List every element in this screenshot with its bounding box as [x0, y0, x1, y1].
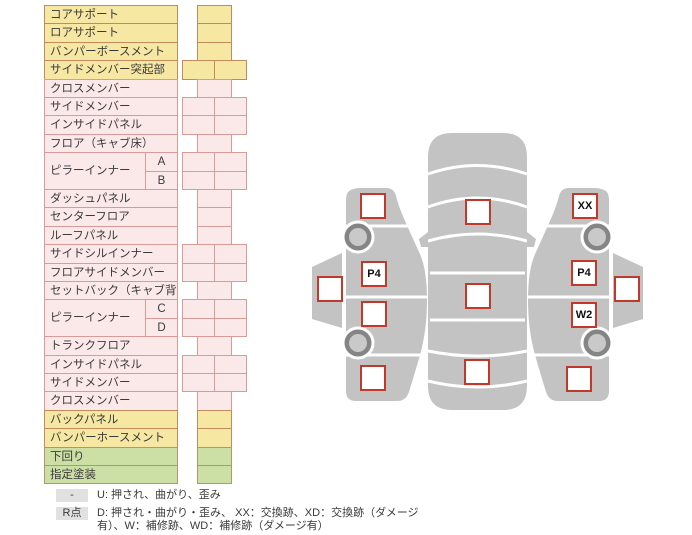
damage-cell[interactable] [197, 225, 232, 246]
part-row-label: バンパーホースメント [44, 428, 178, 448]
part-row-label: ルーフパネル [44, 225, 178, 246]
damage-cell[interactable] [182, 354, 215, 374]
damage-cell[interactable] [197, 465, 232, 485]
part-row-label: センターフロア [44, 207, 178, 227]
damage-cell[interactable] [214, 115, 247, 135]
damage-cell[interactable] [197, 41, 232, 62]
damage-cell[interactable] [197, 189, 232, 209]
right-rear-door-marker[interactable]: W2 [571, 302, 597, 328]
right-front-door-marker[interactable]: P4 [571, 260, 597, 286]
part-row-label: ピラーインナー [44, 152, 146, 190]
damage-cell[interactable] [197, 78, 232, 98]
damage-cell[interactable] [214, 244, 247, 264]
damage-cell[interactable] [182, 262, 215, 282]
hood-panel-marker[interactable] [465, 199, 491, 225]
damage-cell[interactable] [214, 299, 247, 319]
damage-cell[interactable] [182, 373, 215, 393]
left-front-wheel [341, 220, 375, 254]
part-row-label: バンパーボースメント [44, 41, 178, 62]
parts-table: コアサポート ロアサポート バンパーボースメント サイドメンバー突起部 クロスメンバーサ… [44, 5, 294, 490]
right-rear-quarter-marker[interactable] [566, 366, 592, 392]
damage-cell[interactable] [197, 133, 232, 154]
part-row-label: インサイドパネル [44, 115, 178, 135]
damage-cell[interactable] [214, 354, 247, 374]
left-front-door-marker[interactable]: P4 [361, 261, 387, 287]
damage-cell[interactable] [182, 170, 215, 190]
right-outer-panel-marker[interactable] [614, 276, 640, 302]
left-front-fender-marker[interactable] [360, 193, 386, 219]
damage-cell[interactable] [182, 317, 215, 338]
damage-cell[interactable] [182, 97, 215, 117]
part-row-label: サイドメンバー突起部 [44, 60, 178, 80]
damage-cell[interactable] [197, 5, 232, 25]
part-row-label: インサイドパネル [44, 354, 178, 374]
damage-cell[interactable] [197, 428, 232, 448]
damage-cell[interactable] [214, 170, 247, 190]
left-outer-panel-marker[interactable] [317, 276, 343, 302]
part-row-label: ピラーインナー [44, 299, 146, 338]
damage-cell[interactable] [182, 115, 215, 135]
trunk-panel-marker[interactable] [464, 359, 490, 385]
left-mirror [419, 232, 428, 247]
right-front-fender-marker[interactable]: XX [572, 193, 598, 219]
part-row-label: フロア（キャブ床） [44, 133, 178, 154]
part-row-label: 下回り [44, 446, 178, 466]
part-sub-label: B [145, 170, 178, 190]
damage-cell[interactable] [182, 60, 215, 80]
left-rear-door-marker[interactable] [361, 301, 387, 327]
left-rear-wheel [341, 326, 375, 360]
part-row-label: コアサポート [44, 5, 178, 25]
part-row-label: フロアサイドメンバー [44, 262, 178, 282]
damage-cell[interactable] [197, 336, 232, 356]
part-sub-label: C [145, 299, 178, 319]
damage-cell[interactable] [214, 60, 247, 80]
part-row-label: サイドシルインナー [44, 244, 178, 264]
part-row-label: トランクフロア [44, 336, 178, 356]
damage-cell[interactable] [214, 152, 247, 172]
damage-cell[interactable] [182, 244, 215, 264]
legend: - U: 押され、曲がり、歪み R点 D: 押され・曲がり・歪み、 XX：交換跡… [46, 489, 445, 535]
damage-cell[interactable] [214, 373, 247, 393]
damage-cell[interactable] [197, 281, 232, 301]
legend-row-r: R点 D: 押され・曲がり・歪み、 XX：交換跡、XD：交換跡（ダメージ有）、W… [46, 507, 445, 533]
damage-cell[interactable] [197, 23, 232, 43]
right-mirror [527, 232, 536, 247]
left-rear-quarter-marker[interactable] [360, 365, 386, 391]
part-row-label: サイドメンバー [44, 97, 178, 117]
roof-panel-marker[interactable] [465, 283, 491, 309]
damage-cell[interactable] [182, 152, 215, 172]
part-sub-label: A [145, 152, 178, 172]
damage-cell[interactable] [182, 299, 215, 319]
legend-text-u: U: 押され、曲がり、歪み [97, 489, 221, 501]
damage-cell[interactable] [214, 97, 247, 117]
part-row-label: サイドメンバー [44, 373, 178, 393]
right-rear-wheel [580, 326, 614, 360]
damage-cell[interactable] [197, 409, 232, 430]
damage-cell[interactable] [197, 391, 232, 411]
part-row-label: ロアサポート [44, 23, 178, 43]
part-sub-label: D [145, 317, 178, 338]
damage-cell[interactable] [197, 207, 232, 227]
damage-cell[interactable] [214, 317, 247, 338]
legend-row-u: - U: 押され、曲がり、歪み [46, 489, 445, 502]
legend-badge-dash: - [56, 489, 88, 502]
part-row-label: ダッシュパネル [44, 189, 178, 209]
damage-cell[interactable] [197, 446, 232, 466]
part-row-label: 指定塗装 [44, 465, 178, 485]
legend-badge-rten: R点 [56, 507, 88, 520]
part-row-label: クロスメンバー [44, 391, 178, 411]
legend-text-r: D: 押され・曲がり・歪み、 XX：交換跡、XD：交換跡（ダメージ有）、W：補修… [97, 507, 419, 532]
part-row-label: セットバック（キャブ背） [44, 281, 178, 301]
right-front-wheel [580, 220, 614, 254]
damage-cell[interactable] [214, 262, 247, 282]
part-row-label: バックパネル [44, 409, 178, 430]
part-row-label: クロスメンバー [44, 78, 178, 98]
